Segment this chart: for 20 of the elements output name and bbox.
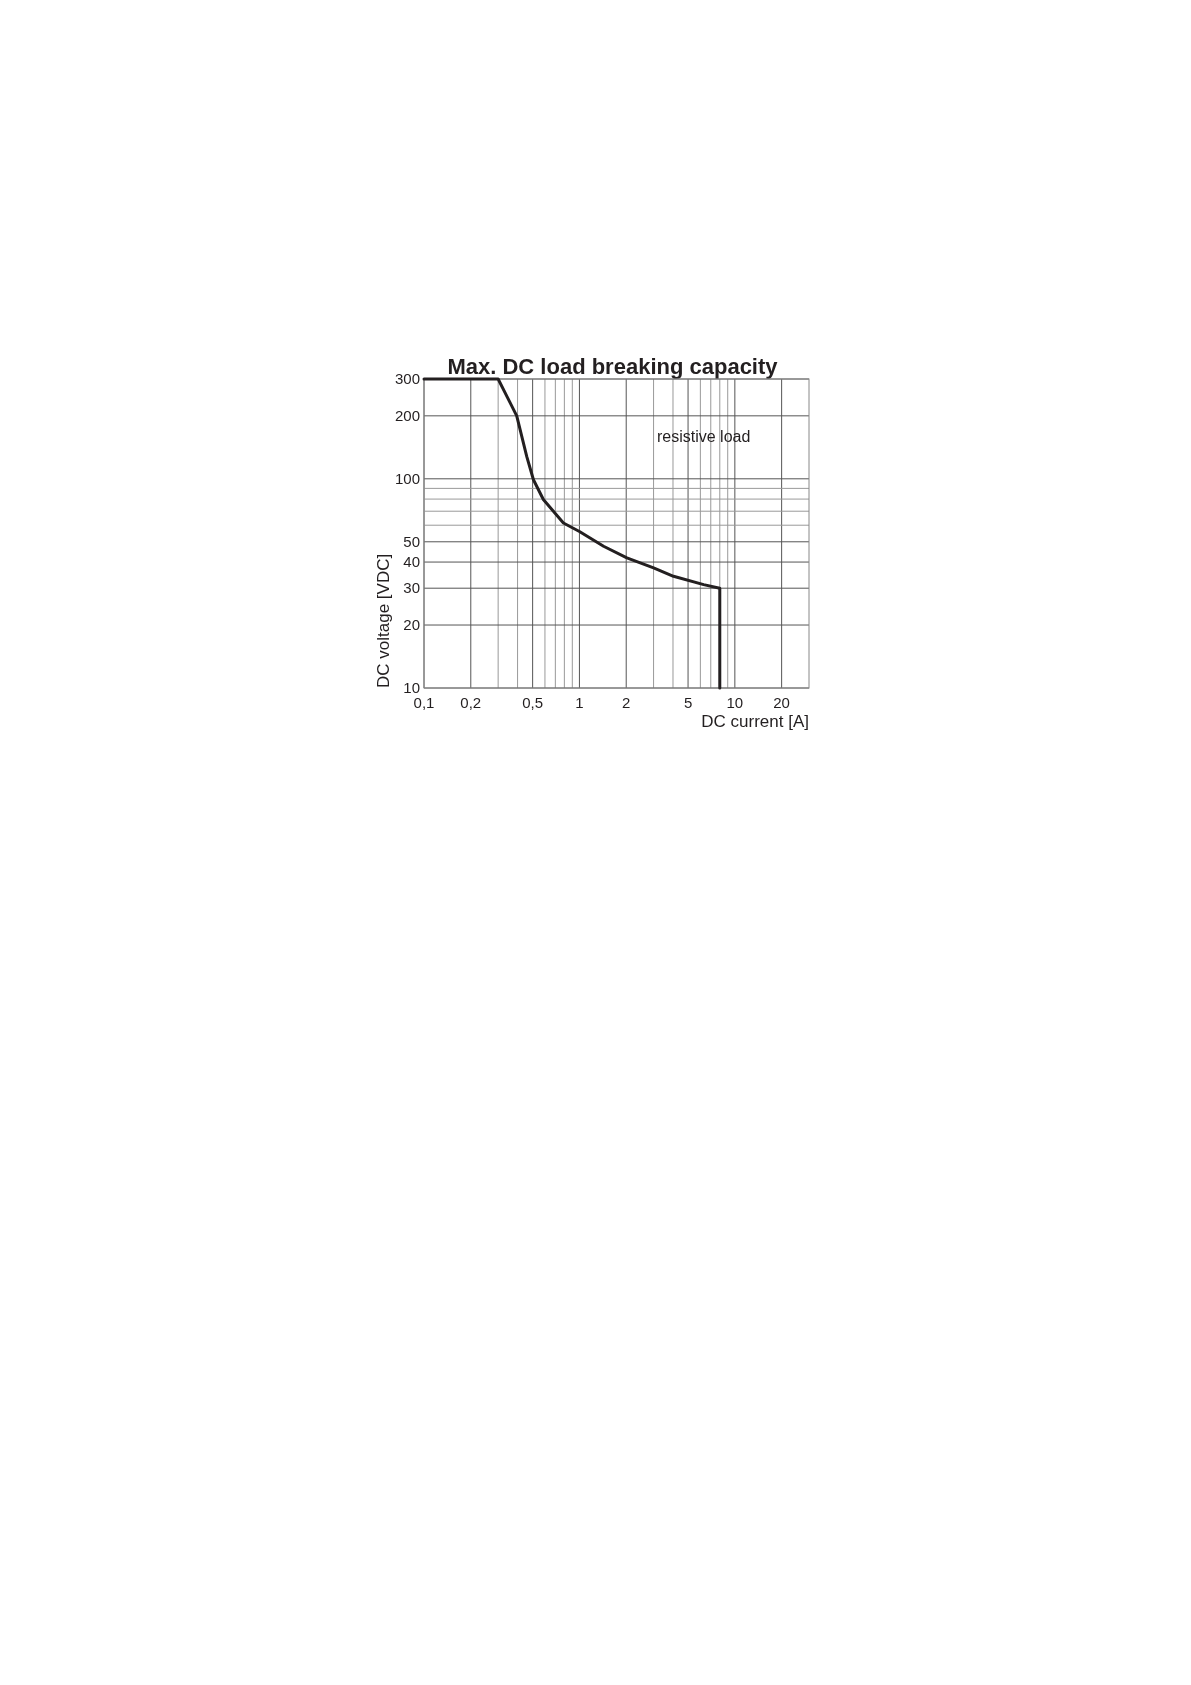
x-tick-label: 2 — [622, 694, 631, 711]
x-tick-label: 5 — [683, 694, 693, 711]
x-tick-label: 10 — [726, 694, 744, 711]
x-axis-title: DC current [A] — [701, 712, 809, 731]
text: resistive load — [656, 427, 751, 445]
y-tick-label: 200 — [394, 406, 420, 424]
y-tick-label: 40 — [403, 553, 420, 571]
x-tick-label: 0,5 — [522, 694, 544, 711]
x-tick-label: 1 — [575, 694, 584, 711]
chart-title: Max. DC load breaking capacity — [447, 354, 779, 379]
y-tick-label: 300 — [394, 370, 420, 387]
y-axis-title: DC voltage [VDC] — [374, 553, 393, 688]
x-tick-label: 0,2 — [460, 694, 482, 711]
y-tick-label: 10 — [403, 679, 420, 696]
y-tick-label: 100 — [394, 469, 420, 487]
y-tick-label: 30 — [403, 579, 420, 597]
y-tick-label: 20 — [403, 616, 420, 634]
x-tick-label: 0,1 — [413, 694, 435, 711]
x-tick-label: 20 — [773, 694, 790, 711]
y-tick-label: 50 — [403, 532, 420, 550]
